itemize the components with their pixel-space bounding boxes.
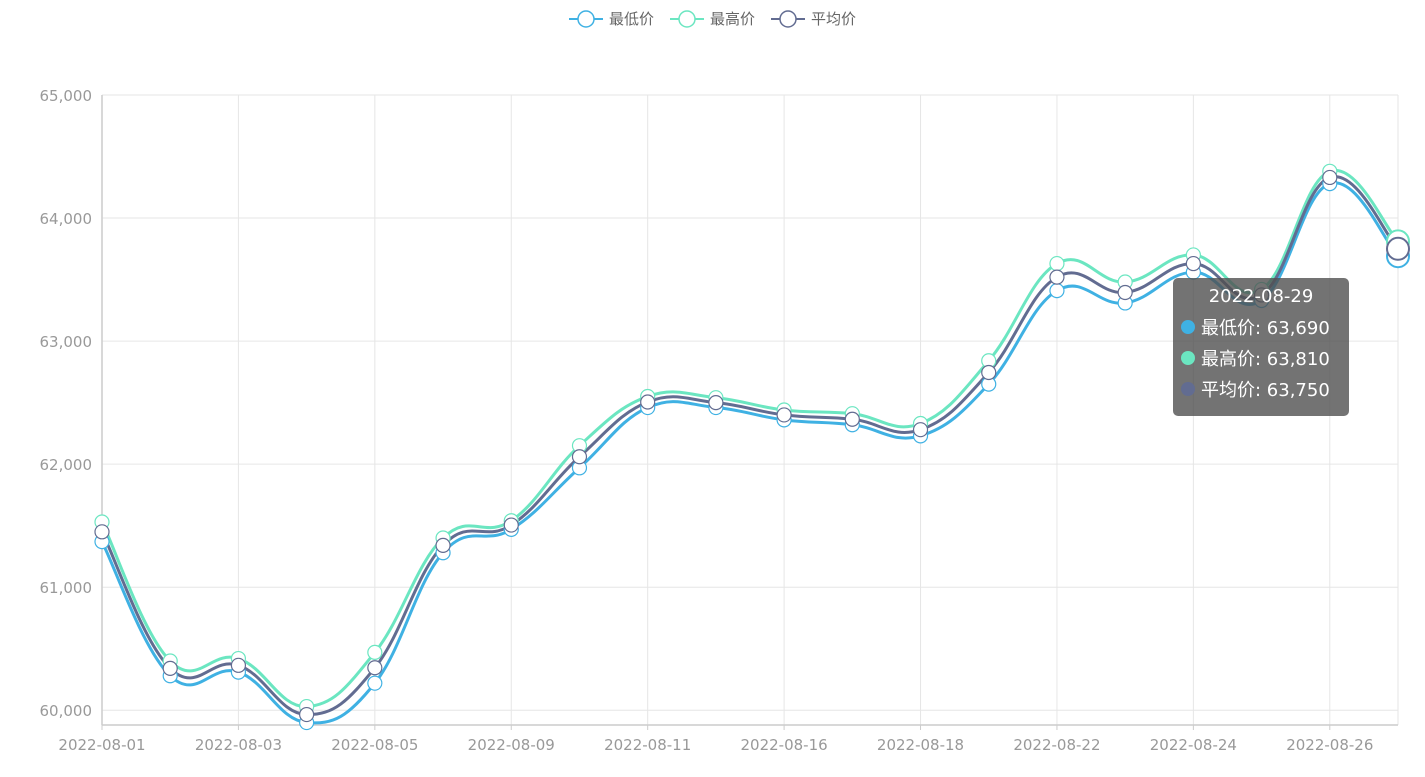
data-point-avg — [435, 537, 451, 553]
data-point-avg — [162, 660, 178, 676]
legend-item-avg[interactable]: 平均价 — [771, 8, 856, 29]
tooltip-title: 2022-08-29 — [1208, 286, 1314, 307]
legend: 最低价 最高价 平均价 — [0, 8, 1425, 29]
axes: 60,000 61,000 62,000 63,000 64,000 65,000 2022… — [40, 87, 1398, 754]
y-tick-label: 62,000 — [40, 456, 93, 474]
x-tick-label: 2022-08-24 — [1150, 736, 1237, 754]
data-point-avg — [981, 364, 997, 381]
data-point-avg — [94, 524, 110, 540]
tooltip-label-max: 最高价: 63,810 — [1201, 348, 1330, 370]
data-point-avg — [844, 411, 860, 427]
data-point-max — [1049, 255, 1065, 272]
tooltip: 2022-08-29 最低价: 63,690 最高价: 63,810 平均价: … — [1173, 278, 1349, 416]
x-tick-label: 2022-08-05 — [331, 736, 418, 754]
data-point-avg — [1117, 284, 1133, 301]
y-tick-label: 64,000 — [40, 210, 93, 228]
data-point-min — [367, 675, 383, 691]
legend-label-min: 最低价 — [608, 10, 654, 28]
x-tick-label: 2022-08-01 — [58, 736, 145, 754]
data-point-avg — [1386, 236, 1410, 261]
series-line-min — [100, 181, 1400, 725]
y-tick-label: 63,000 — [40, 333, 93, 351]
x-tick-label: 2022-08-26 — [1286, 736, 1373, 754]
x-tick-label: 2022-08-03 — [195, 736, 282, 754]
data-point-avg — [367, 660, 383, 676]
tooltip-row-avg: 平均价: 63,750 — [1181, 373, 1341, 404]
y-tick-label: 65,000 — [40, 87, 93, 105]
legend-swatch-avg — [771, 9, 805, 28]
x-tick-label: 2022-08-09 — [468, 736, 555, 754]
data-point-avg — [571, 449, 588, 465]
data-point-avg — [640, 394, 656, 410]
data-point-avg — [1049, 269, 1065, 285]
legend-label-avg: 平均价 — [811, 10, 857, 28]
legend-label-max: 最高价 — [709, 10, 755, 28]
tooltip-dot-min — [1181, 319, 1195, 334]
data-point-max — [367, 644, 383, 661]
x-tick-label: 2022-08-18 — [877, 736, 964, 754]
x-tick-label: 2022-08-11 — [604, 736, 691, 754]
legend-item-max[interactable]: 最高价 — [669, 8, 755, 29]
x-tick-label: 2022-08-22 — [1013, 736, 1100, 754]
tooltip-row-max: 最高价: 63,810 — [1181, 342, 1341, 373]
y-tick-label: 60,000 — [40, 702, 93, 720]
legend-item-min[interactable]: 最低价 — [568, 8, 654, 29]
data-point-avg — [230, 657, 247, 673]
x-tick-label: 2022-08-16 — [741, 736, 828, 754]
series — [94, 163, 1410, 731]
tooltip-row-min: 最低价: 63,690 — [1181, 311, 1341, 342]
series-line-max — [100, 168, 1400, 709]
data-point-avg — [503, 517, 519, 533]
data-point-avg — [776, 407, 792, 423]
y-tick-label: 61,000 — [40, 579, 93, 597]
data-point-avg — [708, 395, 724, 411]
tooltip-label-min: 最低价: 63,690 — [1201, 317, 1330, 339]
grid — [101, 94, 1399, 725]
legend-swatch-max — [669, 9, 704, 28]
tooltip-label-avg: 平均价: 63,750 — [1201, 379, 1330, 401]
legend-swatch-min — [568, 9, 603, 28]
data-point-avg — [912, 422, 929, 438]
data-point-avg — [1322, 169, 1338, 186]
tooltip-dot-max — [1181, 350, 1195, 365]
data-point-avg — [299, 706, 315, 723]
data-point-avg — [1185, 255, 1201, 272]
tooltip-dot-avg — [1181, 381, 1195, 396]
data-point-min — [1049, 283, 1065, 299]
